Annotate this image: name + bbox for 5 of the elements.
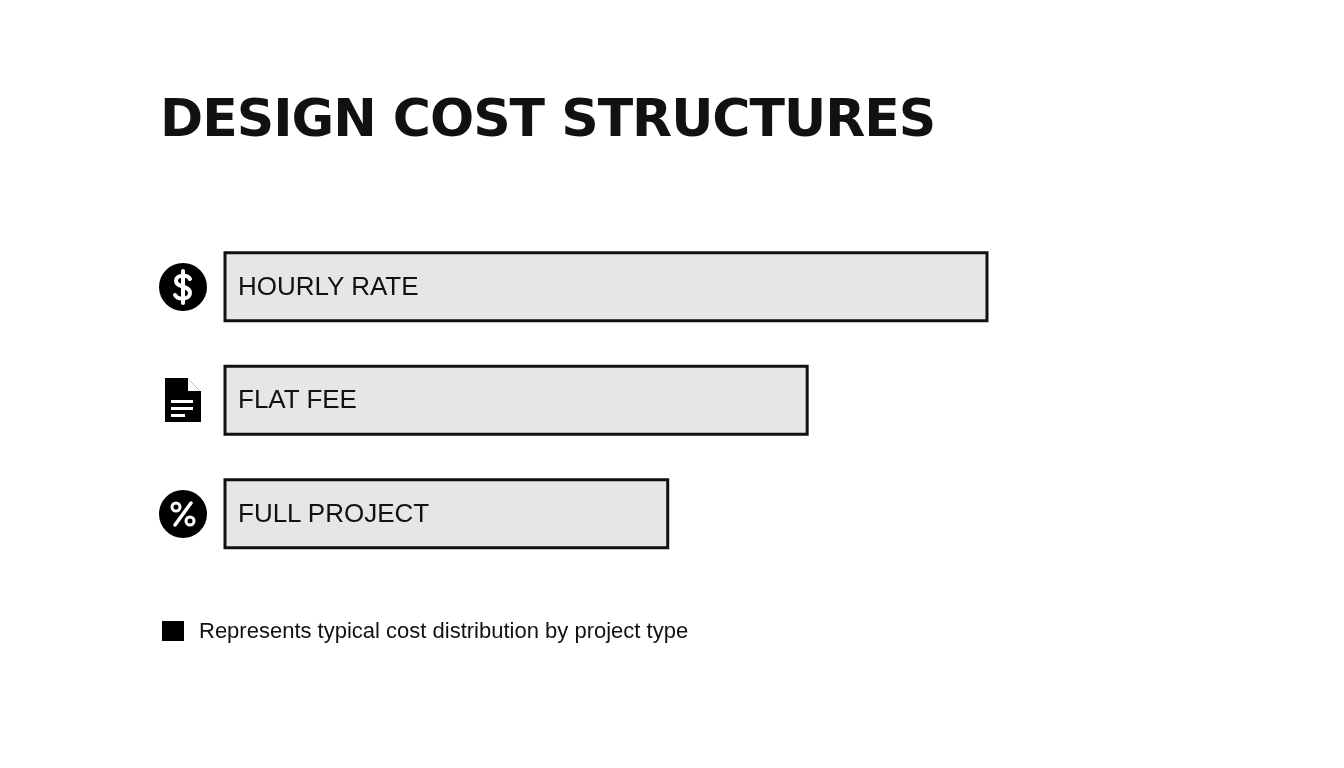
chart-title: DESIGN COST STRUCTURES	[160, 88, 936, 148]
y-tick-label: HOURLY RATE	[238, 270, 419, 301]
text: Represents typical cost distribution by project type	[199, 618, 689, 644]
y-tick-label: FLAT FEE	[238, 384, 357, 415]
y-tick-label: FULL PROJECT	[238, 497, 430, 528]
